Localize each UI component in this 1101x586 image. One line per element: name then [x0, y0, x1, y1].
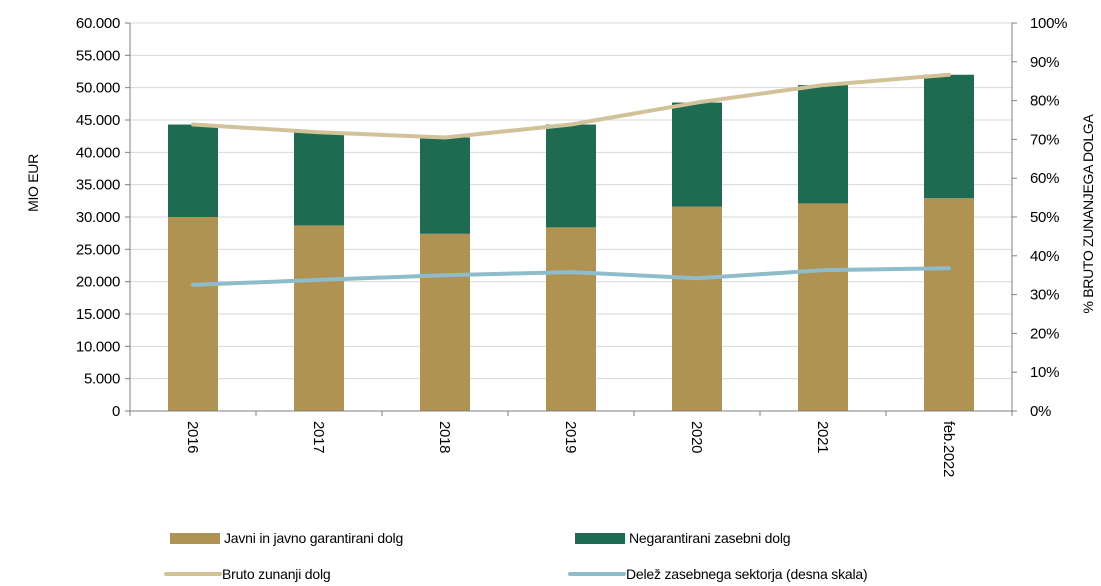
y-tick-label-left: 35.000 [76, 177, 120, 194]
right-axis-ticks: 0% 10% 20% 30% 40% 50% 60% 70% 80% 90% 100% [1012, 15, 1067, 420]
bar-private-debt [798, 85, 848, 204]
y-tick-label-right: 90% [1030, 54, 1059, 71]
legend-label-public-debt: Javni in javno garantirani dolg [224, 530, 404, 546]
legend-item-private-share: Delež zasebnega sektorja (desna skala) [568, 566, 868, 582]
y-tick-label-left: 0 [112, 403, 120, 420]
y-tick-label-right: 30% [1030, 287, 1059, 304]
y-tick-label-right: 80% [1030, 93, 1059, 110]
bar-public-debt [924, 198, 974, 411]
y-tick-label-left: 45.000 [76, 112, 120, 129]
legend-item-private-debt: Negarantirani zasebni dolg [575, 530, 791, 546]
line-gross-debt [191, 72, 951, 140]
y-tick-label-left: 30.000 [76, 209, 120, 226]
lines [191, 72, 951, 287]
bar-public-debt [168, 217, 218, 411]
x-tick-label: 2020 [688, 421, 705, 453]
y-tick-label-left: 25.000 [76, 241, 120, 258]
legend-label-private-debt: Negarantirani zasebni dolg [629, 530, 791, 546]
y-tick-label-left: 10.000 [76, 338, 120, 355]
line-private-share [191, 266, 951, 287]
y-tick-label-right: 100% [1030, 15, 1067, 32]
x-tick-label: 2017 [310, 421, 327, 453]
y-axis-title-left: MIO EUR [25, 154, 41, 212]
y-tick-label-left: 55.000 [76, 47, 120, 64]
bar-private-debt [546, 124, 596, 228]
y-tick-label-right: 70% [1030, 131, 1059, 148]
legend-item-gross-debt: Bruto zunanji dolg [164, 566, 331, 582]
legend-swatch-public-debt [170, 532, 220, 544]
bar-private-debt [420, 137, 470, 234]
y-tick-label-left: 20.000 [76, 274, 120, 291]
legend-item-public-debt: Javni in javno garantirani dolg [170, 530, 403, 546]
bars [168, 74, 974, 411]
x-tick-label: 2019 [562, 421, 579, 453]
y-tick-label-right: 0% [1030, 403, 1051, 420]
bar-public-debt [294, 225, 344, 411]
y-tick-label-left: 60.000 [76, 15, 120, 32]
bar-private-debt [672, 102, 722, 207]
y-tick-label-right: 10% [1030, 364, 1059, 381]
legend-label-gross-debt: Bruto zunanji dolg [222, 566, 331, 582]
y-axis-title-right: % BRUTO ZUNANJEGA DOLGA [1080, 114, 1096, 314]
y-tick-label-right: 40% [1030, 248, 1059, 265]
bar-private-debt [294, 132, 344, 226]
left-axis-ticks: 0 5.000 10.000 15.000 20.000 25.000 30.000 35.0… [76, 15, 130, 420]
bar-public-debt [672, 206, 722, 411]
x-axis-ticks: 2016 2017 2018 2019 2020 2021 feb.2022 [129, 411, 1013, 477]
y-tick-label-right: 50% [1030, 209, 1059, 226]
y-tick-label-right: 60% [1030, 170, 1059, 187]
legend-swatch-private-share [568, 572, 626, 576]
x-tick-label: 2018 [436, 421, 453, 453]
bar-private-debt [168, 124, 218, 217]
legend-swatch-private-debt [575, 532, 625, 544]
y-tick-label-left: 50.000 [76, 80, 120, 97]
x-tick-label: 2021 [814, 421, 831, 453]
x-tick-label: feb.2022 [940, 421, 957, 477]
legend-swatch-gross-debt [164, 572, 222, 576]
y-tick-label-left: 5.000 [84, 371, 120, 388]
y-tick-label-left: 40.000 [76, 144, 120, 161]
bar-public-debt [798, 203, 848, 411]
bar-public-debt [546, 227, 596, 411]
y-tick-label-left: 15.000 [76, 306, 120, 323]
bar-private-debt [924, 74, 974, 199]
legend-label-private-share: Delež zasebnega sektorja (desna skala) [626, 566, 868, 582]
x-tick-label: 2016 [184, 421, 201, 453]
y-tick-label-right: 20% [1030, 325, 1059, 342]
bar-public-debt [420, 233, 470, 411]
